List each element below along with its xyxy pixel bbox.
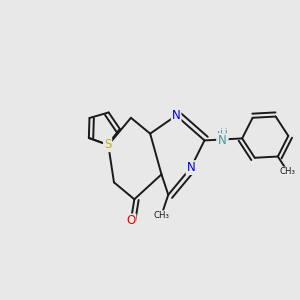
- Text: O: O: [126, 214, 135, 227]
- Text: CH₃: CH₃: [153, 211, 170, 220]
- Text: N: N: [187, 161, 195, 174]
- Text: CH₃: CH₃: [280, 167, 296, 176]
- Text: N: N: [217, 130, 226, 143]
- Text: N: N: [218, 134, 227, 147]
- Text: S: S: [104, 138, 111, 151]
- Text: H: H: [220, 130, 228, 140]
- Text: N: N: [172, 109, 181, 122]
- Text: H: H: [220, 128, 228, 138]
